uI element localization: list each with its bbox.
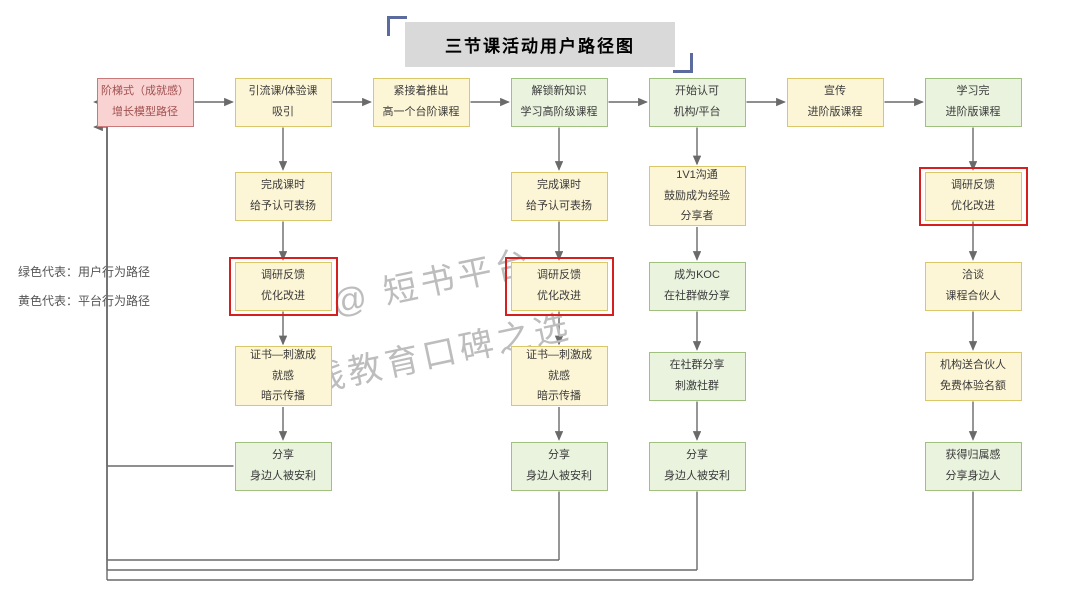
flow-node: 分享身边人被安利	[235, 442, 332, 491]
flow-node: 证书—刺激成就感暗示传播	[235, 346, 332, 406]
title-box: 三节课活动用户路径图	[405, 22, 675, 67]
flow-node: 成为KOC在社群做分享	[649, 262, 746, 311]
legend: 绿色代表：用户行为路径 黄色代表：平台行为路径	[18, 258, 150, 316]
flow-node: 学习完进阶版课程	[925, 78, 1022, 127]
flow-node: 洽谈课程合伙人	[925, 262, 1022, 311]
flow-node: 紧接着推出高一个台阶课程	[373, 78, 470, 127]
legend-green: 绿色代表：用户行为路径	[18, 258, 150, 287]
flow-node: 调研反馈优化改进	[925, 172, 1022, 221]
bracket-top-left	[387, 16, 407, 36]
flow-node: 宣传进阶版课程	[787, 78, 884, 127]
flow-node: 分享身边人被安利	[511, 442, 608, 491]
watermark-line1: @ 短书平台	[327, 234, 537, 324]
flow-node: 开始认可机构/平台	[649, 78, 746, 127]
flow-node: 完成课时给予认可表扬	[235, 172, 332, 221]
flow-node: 分享身边人被安利	[649, 442, 746, 491]
flow-node: 调研反馈优化改进	[235, 262, 332, 311]
flow-node: 在社群分享刺激社群	[649, 352, 746, 401]
flow-node: 阶梯式（成就感）增长模型路径	[97, 78, 194, 127]
flow-node: 1V1沟通鼓励成为经验分享者	[649, 166, 746, 226]
flow-node: 解锁新知识学习高阶级课程	[511, 78, 608, 127]
bracket-bottom-right	[673, 53, 693, 73]
legend-yellow: 黄色代表：平台行为路径	[18, 287, 150, 316]
flow-node: 证书—刺激成就感暗示传播	[511, 346, 608, 406]
flow-node: 调研反馈优化改进	[511, 262, 608, 311]
flow-node: 完成课时给予认可表扬	[511, 172, 608, 221]
flow-node: 获得归属感分享身边人	[925, 442, 1022, 491]
flow-node: 引流课/体验课吸引	[235, 78, 332, 127]
diagram-title: 三节课活动用户路径图	[405, 22, 675, 67]
flow-node: 机构送合伙人免费体验名额	[925, 352, 1022, 401]
